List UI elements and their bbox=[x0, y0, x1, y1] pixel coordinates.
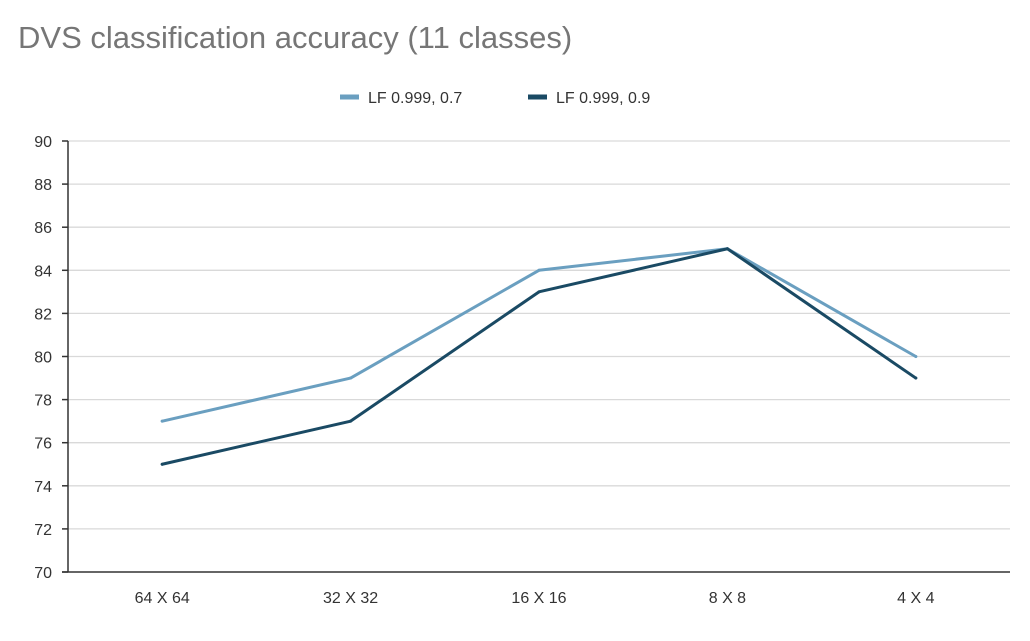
y-tick-label: 76 bbox=[34, 436, 52, 453]
data-point bbox=[725, 247, 729, 251]
y-tick-label: 84 bbox=[34, 263, 52, 280]
gridlines bbox=[68, 140, 1010, 530]
series-2 bbox=[160, 247, 918, 466]
x-tick-label: 8 X 8 bbox=[709, 590, 746, 607]
x-axis: 64 X 64 32 X 32 16 X 16 8 X 8 4 X 4 bbox=[62, 571, 1010, 607]
y-tick-label: 82 bbox=[34, 306, 52, 323]
y-tick-label: 88 bbox=[34, 177, 52, 194]
chart-title: DVS classification accuracy (11 classes) bbox=[18, 20, 573, 55]
series-group bbox=[160, 247, 918, 466]
legend-item: LF 0.999, 0.7 bbox=[340, 90, 462, 107]
x-tick-label: 4 X 4 bbox=[897, 590, 934, 607]
y-tick-label: 90 bbox=[34, 134, 52, 151]
y-axis: 70 72 74 76 78 80 82 84 86 88 90 bbox=[34, 134, 69, 582]
data-point bbox=[160, 462, 164, 466]
y-tick-label: 80 bbox=[34, 350, 52, 367]
data-point bbox=[914, 355, 918, 358]
y-tick-label: 86 bbox=[34, 220, 52, 237]
data-point bbox=[349, 419, 353, 423]
legend-label: LF 0.999, 0.7 bbox=[368, 90, 462, 107]
y-tick-label: 74 bbox=[34, 479, 52, 496]
legend-label: LF 0.999, 0.9 bbox=[556, 90, 650, 107]
series-line bbox=[160, 247, 918, 423]
legend-item: LF 0.999, 0.9 bbox=[528, 90, 650, 107]
data-point bbox=[349, 376, 353, 380]
x-tick-label: 32 X 32 bbox=[323, 590, 378, 607]
data-point bbox=[537, 290, 541, 294]
x-tick-label: 64 X 64 bbox=[135, 590, 190, 607]
y-tick-label: 78 bbox=[34, 393, 52, 410]
data-point bbox=[537, 268, 541, 272]
y-tick-label: 72 bbox=[34, 522, 52, 539]
series-1 bbox=[160, 247, 918, 423]
data-point bbox=[160, 419, 164, 423]
y-tick-label: 70 bbox=[34, 565, 52, 582]
x-tick-label: 16 X 16 bbox=[511, 590, 566, 607]
data-point bbox=[914, 376, 918, 380]
legend: LF 0.999, 0.7 LF 0.999, 0.9 bbox=[340, 90, 650, 107]
